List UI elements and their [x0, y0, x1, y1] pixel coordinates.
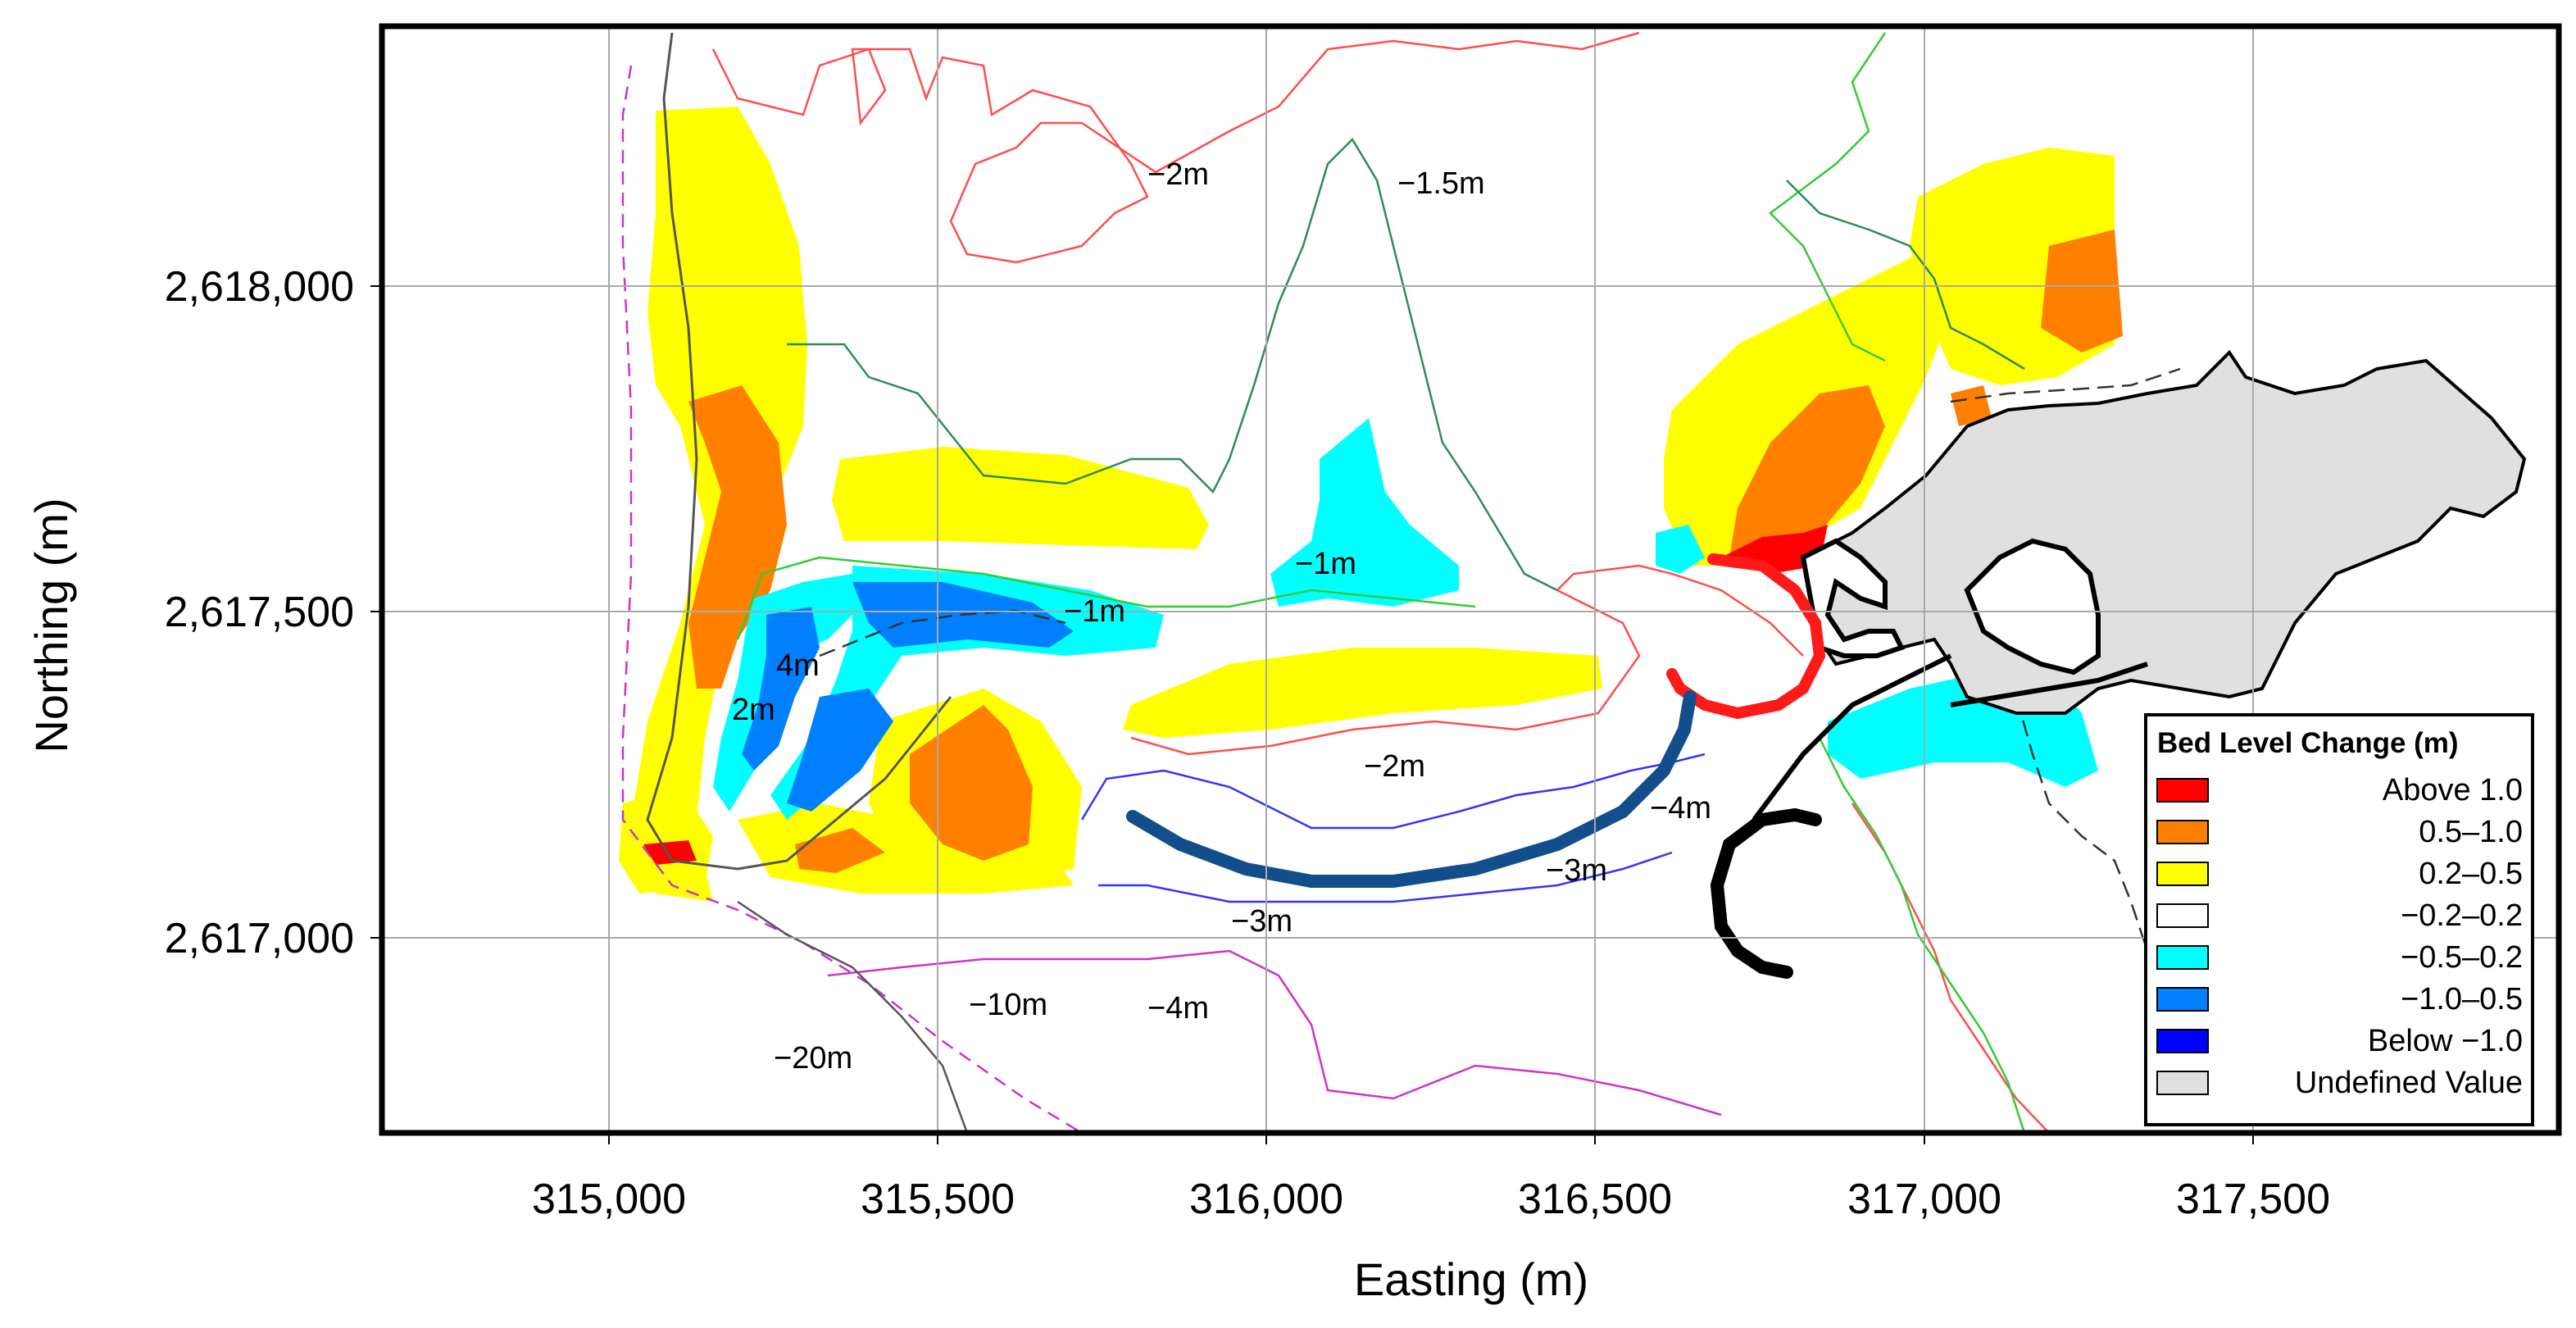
contour-green-mid	[736, 556, 1476, 640]
contour-label: −20m	[774, 1041, 852, 1076]
legend-box	[2144, 713, 2534, 1126]
tick-marks	[370, 285, 2254, 1144]
y-axis-title: Northing (m)	[25, 498, 77, 753]
contour-gray-dashed	[819, 609, 1066, 657]
fill-red-west-point	[643, 840, 697, 865]
fill-orange-west-band	[688, 385, 787, 689]
legend-label: Undefined Value	[2295, 1066, 2523, 1100]
legend-swatch	[2156, 945, 2209, 970]
fill-blue-west-3	[787, 689, 893, 812]
y-tick-labels: 2,618,000 2,617,500 2,617,000	[165, 263, 354, 962]
marina-basin-east	[1964, 538, 2101, 675]
legend-swatch	[2156, 1029, 2209, 1053]
legend-swatch	[2156, 862, 2209, 886]
fill-cyan-east-small	[1656, 525, 1705, 574]
contour-blue-central	[1080, 753, 1706, 830]
x-tick-label: 316,000	[1189, 1176, 1343, 1223]
contour-label: −3m	[1231, 904, 1293, 939]
y-tick-label: 2,618,000	[165, 263, 354, 311]
contour-label: −1.5m	[1397, 166, 1485, 201]
bed-change-fills	[619, 107, 2123, 902]
contour-label: −3m	[1546, 853, 1607, 888]
y-tick-label: 2,617,500	[165, 589, 354, 636]
contour-darkgreen-east	[1786, 180, 2025, 371]
fill-yellow-central	[1123, 648, 1602, 738]
x-tick-label: 315,000	[532, 1176, 686, 1223]
x-axis-title: Easting (m)	[1354, 1253, 1588, 1305]
legend-swatch	[2156, 903, 2209, 928]
legend-swatch	[2156, 778, 2209, 803]
legend-swatch	[2156, 1071, 2209, 1095]
contour-red-mid	[1130, 564, 1804, 756]
structure-black-curve	[1710, 807, 1822, 979]
breakwater-black-straight	[1751, 653, 1952, 821]
legend-swatch	[2156, 820, 2209, 844]
plot-area	[382, 26, 2559, 1133]
structure-blue-curve	[1126, 690, 1697, 888]
structure-red-curve	[1666, 553, 1826, 720]
contour-magenta-south	[827, 949, 1722, 1117]
legend-label: −1.0–0.5	[2401, 982, 2523, 1016]
x-tick-label: 315,500	[861, 1176, 1015, 1223]
contour-label: −2m	[1364, 749, 1425, 784]
marina-basin-outline	[1800, 538, 1906, 658]
contour-green-east	[1769, 32, 1887, 362]
fill-orange-northeast	[2041, 230, 2123, 352]
contour-blue-south	[1098, 851, 1673, 903]
contour-label: −1m	[1064, 594, 1125, 629]
legend-label: 0.5–1.0	[2419, 815, 2523, 849]
fill-orange-east	[1729, 385, 1885, 557]
fill-orange-mid-south	[910, 705, 1033, 861]
contour-black-deep	[737, 900, 969, 1133]
y-tick-label: 2,617,000	[165, 915, 354, 962]
breakwater-black-straight-2	[1950, 662, 2148, 707]
fill-cyan-central	[1270, 418, 1459, 607]
contour-red-north	[711, 31, 1640, 264]
legend-label: Above 1.0	[2383, 773, 2523, 807]
contour-label: 4m	[776, 648, 820, 683]
contour-labels: −2m −1.5m −1m −1m 4m 2m −2m −4m −3m −3m …	[732, 157, 1711, 1076]
fill-yellow-offshore	[832, 447, 1209, 549]
contour-gray-east-top-dashed	[1950, 367, 2181, 403]
fill-blue-west	[742, 607, 820, 771]
x-tick-label: 317,500	[2176, 1176, 2330, 1223]
contour-magenta-west	[621, 65, 1083, 1133]
contour-lines	[621, 31, 2181, 1133]
plot-frame	[379, 23, 2562, 1136]
legend-label: 0.2–0.5	[2419, 857, 2523, 891]
x-tick-label: 317,000	[1847, 1176, 2001, 1223]
fill-orange-south-left	[795, 828, 885, 873]
fill-orange-east-small	[1951, 385, 1992, 426]
contour-label: −2m	[1147, 157, 1209, 192]
legend-swatch	[2156, 987, 2209, 1012]
legend-label: −0.2–0.2	[2401, 898, 2523, 933]
x-tick-label: 316,500	[1518, 1176, 1672, 1223]
contour-label: −10m	[969, 988, 1047, 1022]
legend: Bed Level Change (m) Above 1.0 0.5–1.0 0.2…	[2144, 713, 2534, 1126]
contour-gray-coast	[646, 32, 952, 871]
contour-label: −4m	[1147, 991, 1209, 1026]
contour-label: −1m	[1295, 547, 1356, 581]
fill-yellow-west-bottom	[619, 787, 713, 894]
legend-title: Bed Level Change (m)	[2157, 727, 2459, 759]
contour-label: 2m	[732, 693, 775, 727]
legend-label: −0.5–0.2	[2401, 940, 2523, 975]
contour-green-east-south	[1818, 737, 2026, 1133]
contour-label: −4m	[1650, 791, 1711, 825]
x-tick-labels: 315,000 315,500 316,000 316,500 317,000 …	[532, 1176, 2330, 1223]
legend-items: Above 1.0 0.5–1.0 0.2–0.5 −0.2–0.2 −0.5–0.2 −…	[2156, 773, 2523, 1100]
contour-darkgreen-north	[787, 137, 1558, 592]
legend-label: Below −1.0	[2368, 1024, 2523, 1058]
